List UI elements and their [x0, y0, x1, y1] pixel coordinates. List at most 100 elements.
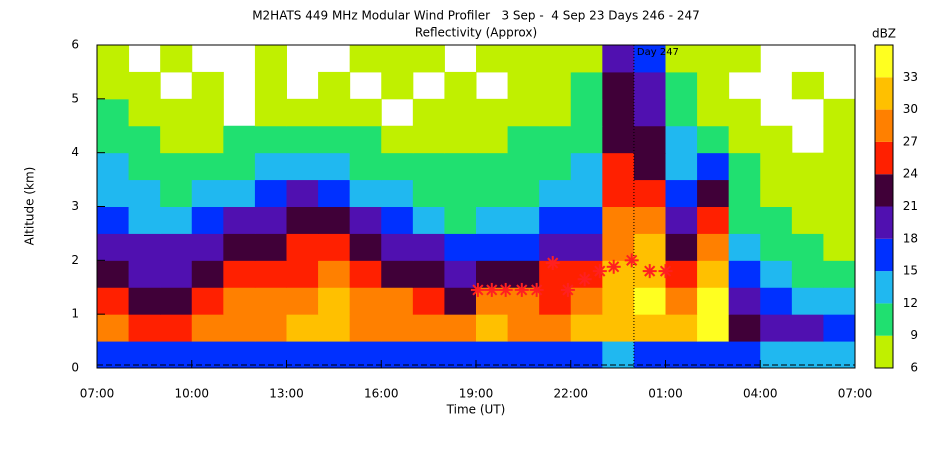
field-cell — [412, 152, 445, 181]
field-cell — [381, 260, 414, 288]
field-cell — [697, 206, 730, 234]
field-cell — [539, 125, 572, 154]
field-cell — [633, 125, 666, 154]
field-cell — [507, 98, 540, 127]
field-cell — [191, 314, 224, 342]
y-tick-label: 5 — [71, 91, 79, 105]
field-cell — [349, 233, 382, 261]
field-cell — [665, 314, 698, 342]
field-cell — [823, 287, 856, 315]
field-cell — [160, 233, 193, 261]
field-cell — [286, 125, 319, 154]
colorbar-tick-label: 24 — [903, 167, 918, 181]
field-cell — [128, 206, 161, 234]
field-cell — [349, 206, 382, 234]
colorbar-label: dBZ — [872, 27, 896, 41]
colorbar-tick-label: 12 — [903, 296, 918, 310]
colorbar-tick-label: 6 — [910, 361, 918, 375]
field-cell — [318, 287, 351, 315]
field-cell — [128, 98, 161, 127]
field-cell — [570, 287, 603, 315]
field-cell — [128, 314, 161, 342]
field-cell — [254, 45, 287, 73]
field-cell — [539, 233, 572, 261]
field-cell — [318, 260, 351, 288]
field-cell — [476, 179, 509, 207]
field-cell — [191, 287, 224, 315]
field-cell — [286, 341, 319, 369]
field-cell — [349, 314, 382, 342]
field-cell — [507, 233, 540, 261]
field-cell — [444, 71, 477, 100]
field-cell — [602, 314, 635, 342]
field-cell — [412, 125, 445, 154]
field-cell — [223, 125, 256, 154]
field-cell — [602, 233, 635, 261]
field-cell — [602, 341, 635, 369]
field-cell — [412, 314, 445, 342]
field-cell — [160, 179, 193, 207]
marker-stroke — [608, 261, 620, 273]
field-cell — [539, 71, 572, 100]
field-cell — [476, 314, 509, 342]
field-cell — [697, 233, 730, 261]
annotation-text: Day 247 — [637, 47, 679, 58]
field-cell — [160, 125, 193, 154]
field-cell — [476, 152, 509, 181]
field-cell — [823, 179, 856, 207]
field-cell — [697, 45, 730, 73]
field-cell — [728, 314, 761, 342]
field-cell — [254, 98, 287, 127]
colorbar-tick-label: 27 — [903, 134, 918, 148]
field-cell — [570, 45, 603, 73]
field-cell — [728, 125, 761, 154]
field-cell — [191, 233, 224, 261]
field-cell — [602, 98, 635, 127]
x-tick-label: 19:00 — [459, 387, 494, 401]
field-cell — [349, 98, 382, 127]
field-cell — [602, 45, 635, 73]
field-cell — [570, 206, 603, 234]
field-cell — [444, 341, 477, 369]
marker — [606, 259, 621, 274]
field-cell — [160, 341, 193, 369]
field-cell — [381, 341, 414, 369]
field-cell — [728, 287, 761, 315]
field-cell — [318, 98, 351, 127]
colorbar-swatch — [875, 77, 893, 110]
y-tick-label: 4 — [71, 145, 79, 159]
field-cell — [823, 206, 856, 234]
field-cell — [791, 233, 824, 261]
field-cell — [381, 71, 414, 100]
marker-stroke — [594, 265, 606, 277]
field-cell — [223, 260, 256, 288]
marker — [658, 264, 673, 279]
field-cell — [128, 152, 161, 181]
field-cell — [254, 71, 287, 100]
field-cell — [476, 233, 509, 261]
field-cell — [602, 287, 635, 315]
marker-stroke — [659, 265, 672, 277]
field-cell — [318, 152, 351, 181]
field-cell — [728, 98, 761, 127]
field-cell — [602, 71, 635, 100]
field-cell — [633, 98, 666, 127]
field-cell — [697, 260, 730, 288]
field-cell — [318, 341, 351, 369]
marker-stroke — [547, 257, 559, 269]
field-cell — [254, 287, 287, 315]
field-cell — [823, 125, 856, 154]
field-cell — [412, 260, 445, 288]
field-cell — [97, 98, 130, 127]
field-cell — [318, 314, 351, 342]
field-cell — [318, 206, 351, 234]
field-cell — [254, 206, 287, 234]
field-cell — [760, 287, 793, 315]
field-cell — [507, 314, 540, 342]
field-cell — [381, 287, 414, 315]
field-cell — [191, 98, 224, 127]
field-cell — [633, 206, 666, 234]
field-cell — [412, 287, 445, 315]
colorbar-tick-label: 9 — [910, 328, 918, 342]
field-cell — [507, 341, 540, 369]
